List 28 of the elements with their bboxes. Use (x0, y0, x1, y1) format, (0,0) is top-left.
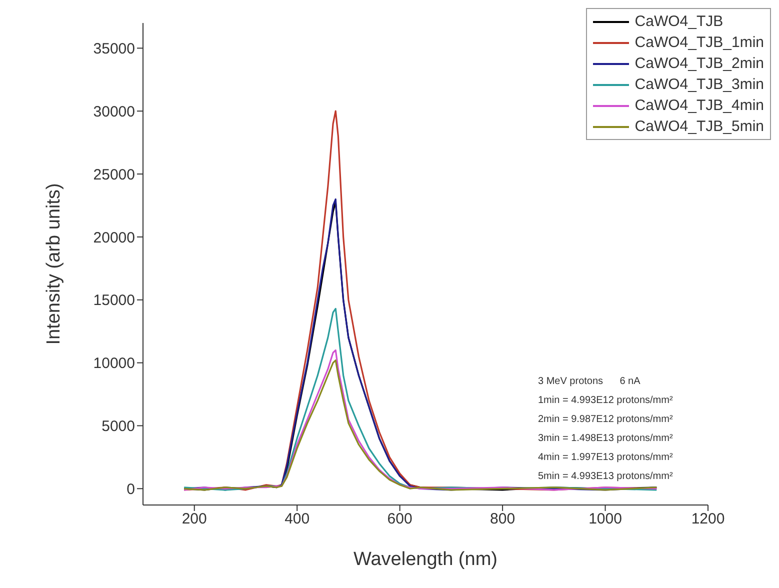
annotation: 2min = 9.987E12 protons/mm² (538, 413, 673, 427)
legend-label: CaWO4_TJB (634, 12, 724, 32)
annotation: 3 MeV protons 6 nA (538, 375, 642, 389)
x-tick-label: 800 (490, 510, 516, 528)
annotation: 3min = 1.498E13 protons/mm² (538, 432, 673, 446)
x-tick-label: 200 (182, 510, 207, 528)
y-axis-title: Intensity (arb units) (44, 183, 65, 345)
y-tick-label: 10000 (93, 355, 135, 372)
y-tick-label: 15000 (93, 292, 135, 310)
y-tick-label: 30000 (93, 103, 135, 120)
x-tick-label: 1200 (691, 510, 725, 528)
legend-label: CaWO4_TJB_5min (634, 117, 764, 137)
annotation: 4min = 1.997E13 protons/mm² (538, 451, 673, 465)
x-tick-label: 400 (284, 510, 310, 528)
x-axis-title: Wavelength (nm) (354, 549, 498, 570)
y-tick-label: 25000 (93, 166, 135, 184)
y-tick-label: 20000 (93, 229, 135, 246)
y-tick-label: 0 (126, 480, 135, 498)
x-tick-label: 1000 (588, 510, 622, 528)
annotation: 1min = 4.993E12 protons/mm² (538, 394, 673, 408)
x-tick-label: 600 (387, 510, 412, 528)
legend-label: CaWO4_TJB_1min (634, 33, 764, 53)
legend-label: CaWO4_TJB_3min (634, 75, 764, 95)
legend-label: CaWO4_TJB_2min (634, 54, 764, 74)
y-tick-label: 35000 (93, 40, 135, 58)
legend-label: CaWO4_TJB_4min (634, 96, 764, 116)
y-tick-label: 5000 (102, 418, 135, 436)
annotation: 5min = 4.993E13 protons/mm² (538, 470, 673, 484)
